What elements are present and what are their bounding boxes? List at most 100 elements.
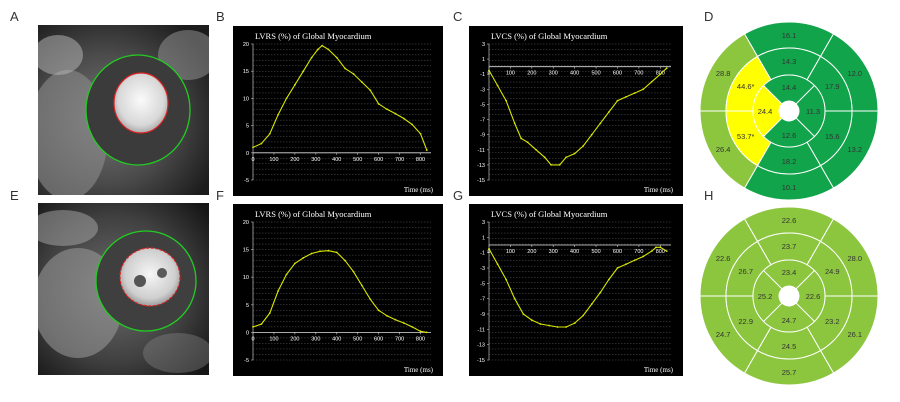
data-point (642, 255, 645, 258)
data-point (317, 48, 319, 51)
bullseye-value: 26.7 (738, 267, 753, 276)
bullseye-segment-apical (762, 74, 816, 105)
data-point (548, 324, 550, 327)
data-point (573, 152, 576, 155)
x-tick-label: 200 (290, 336, 299, 342)
bullseye-value: 11.3 (806, 107, 820, 116)
data-point (285, 273, 288, 276)
x-tick-label: 700 (634, 71, 643, 77)
data-point (633, 92, 636, 95)
y-tick-label: -5 (480, 281, 485, 287)
data-point (513, 122, 516, 125)
data-point (558, 163, 561, 166)
mri-image-e (38, 203, 209, 375)
bullseye-value: 44.6* (737, 82, 755, 91)
x-tick-label: 0 (251, 336, 254, 342)
x-tick-label: 200 (290, 157, 299, 163)
chart-title: LVCS (%) of Global Myocardium (491, 209, 608, 219)
chart-g: LVCS (%) of Global Myocardium -15 -13 -11 -9… (469, 204, 683, 376)
data-point (419, 132, 422, 135)
x-tick-label: 600 (374, 336, 383, 342)
x-tick-label: 800 (656, 249, 665, 255)
bullseye-value: 28.0 (848, 254, 863, 263)
bullseye-value: 26.1 (848, 330, 863, 339)
x-tick-label: 100 (506, 71, 515, 77)
x-tick-label: 400 (570, 71, 579, 77)
bullseye-value: 26.4 (716, 145, 731, 154)
bullseye-value: 10.1 (782, 183, 797, 192)
data-point (425, 149, 428, 151)
y-tick-label: -5 (480, 102, 485, 108)
data-point (505, 278, 508, 281)
y-tick-label: -5 (244, 358, 249, 364)
x-tick-label: 400 (332, 157, 341, 163)
data-point (377, 102, 380, 105)
y-tick-label: 1 (482, 235, 485, 241)
bullseye-value: 18.2 (782, 157, 797, 166)
bullseye-value: 22.6 (716, 254, 731, 263)
y-tick-label: 3 (482, 42, 485, 48)
data-point (505, 99, 508, 102)
data-point (488, 247, 490, 250)
y-tick-label: 15 (243, 69, 249, 75)
bullseye-h: 22.6 28.0 26.1 25.7 24.7 22.6 23.7 24.9 23.2 24.5… (698, 205, 880, 387)
data-point (268, 312, 271, 314)
data-point (277, 290, 280, 292)
data-point (590, 133, 593, 136)
bullseye-value: 28.8 (716, 69, 731, 78)
data-point (633, 259, 636, 262)
chart-title: LVCS (%) of Global Myocardium (491, 31, 608, 41)
data-point (522, 313, 525, 315)
x-tick-label: 700 (395, 157, 404, 163)
panel-label-d: D (704, 9, 714, 24)
x-tick-label: 400 (332, 336, 341, 342)
bullseye-value: 14.3 (782, 57, 797, 66)
data-point (293, 83, 296, 86)
data-point (402, 322, 405, 324)
data-point (327, 48, 330, 51)
data-point (369, 298, 372, 301)
x-tick-label: 500 (353, 157, 362, 163)
data-point (377, 309, 380, 312)
bullseye-value: 23.2 (825, 317, 840, 326)
y-tick-label: -11 (477, 148, 485, 154)
bullseye-value: 22.9 (738, 317, 753, 326)
data-point (625, 263, 627, 266)
y-tick-label: -7 (480, 118, 485, 124)
y-tick-label: -9 (480, 133, 485, 139)
panel-label-a: A (10, 9, 19, 24)
y-tick-label: -7 (480, 297, 485, 303)
data-point (573, 322, 576, 325)
y-tick-label: 10 (243, 96, 249, 102)
data-point (402, 117, 405, 120)
data-point (411, 123, 414, 126)
bullseye-segment-apical (752, 84, 783, 138)
chart-b: LVRS (%) of Global Myocardium -5 0 5 10 15 20 0… (233, 26, 443, 196)
chart-title: LVRS (%) of Global Myocardium (255, 31, 372, 41)
x-tick-label: 600 (374, 157, 383, 163)
data-point (665, 250, 668, 253)
data-point (285, 97, 288, 100)
data-point (419, 330, 422, 333)
x-tick-label: 500 (353, 336, 362, 342)
strain-curve (252, 250, 427, 333)
y-tick-label: -3 (480, 266, 485, 272)
bullseye-value: 25.2 (758, 292, 773, 301)
data-point (496, 263, 499, 266)
x-axis-label: Time (ms) (644, 186, 674, 194)
data-point (344, 67, 347, 70)
y-tick-label: 0 (246, 151, 249, 157)
data-point (302, 256, 305, 259)
data-point (394, 318, 397, 321)
x-tick-label: 600 (613, 71, 622, 77)
y-tick-label: 15 (243, 248, 249, 254)
data-point (488, 69, 490, 72)
chart-c: LVCS (%) of Global Myocardium -15 -13 -11 -9… (469, 26, 683, 196)
y-tick-label: -13 (477, 343, 485, 349)
data-point (530, 319, 533, 322)
bullseye-value: 24.9 (825, 267, 840, 276)
bullseye-value: 12.6 (782, 131, 797, 140)
y-tick-label: -5 (244, 178, 249, 184)
y-tick-label: -15 (477, 358, 485, 364)
x-tick-label: 500 (591, 249, 600, 255)
